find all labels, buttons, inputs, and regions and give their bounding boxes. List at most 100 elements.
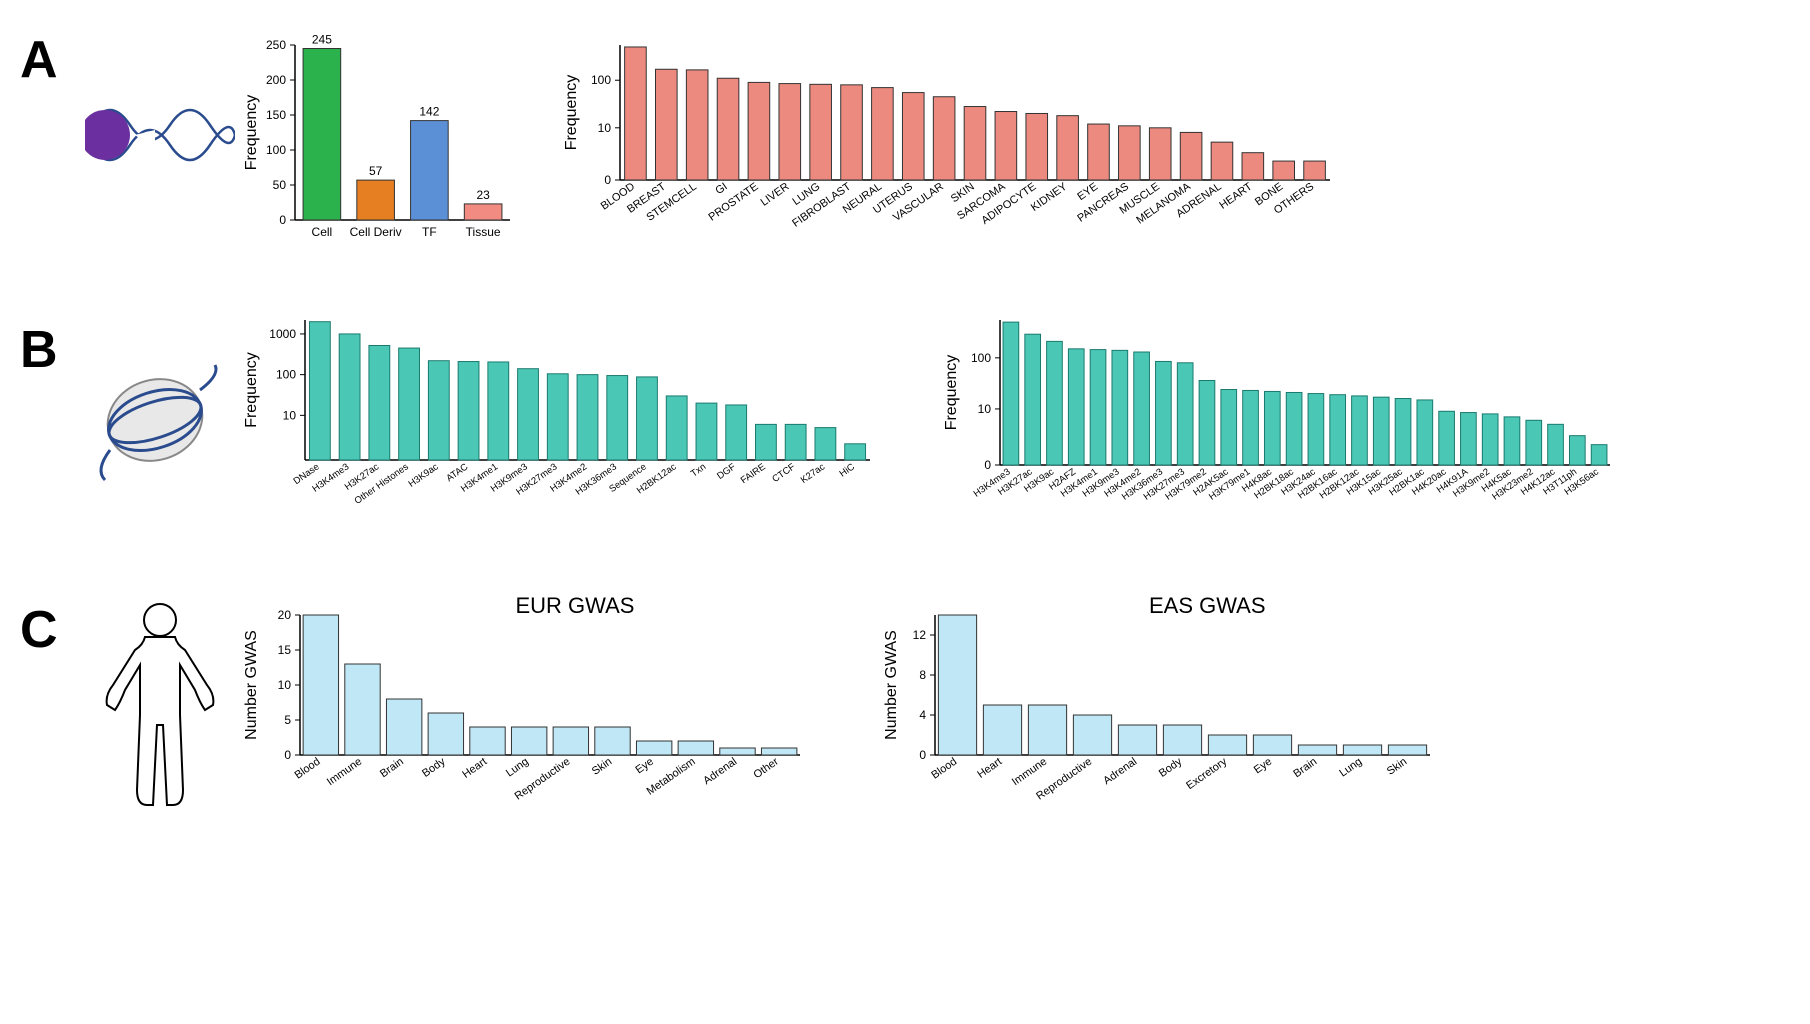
svg-text:Number GWAS: Number GWAS — [883, 630, 900, 740]
svg-text:4: 4 — [919, 708, 926, 722]
panel-a: A 050100150200250Frequency245Cell57Cell … — [20, 20, 1790, 260]
bar-Body — [1163, 725, 1201, 755]
svg-text:Excretory: Excretory — [1184, 755, 1229, 792]
svg-text:100: 100 — [276, 368, 296, 382]
svg-text:Frequency: Frequency — [243, 95, 260, 171]
svg-text:CTCF: CTCF — [770, 461, 797, 485]
svg-text:0: 0 — [279, 213, 286, 227]
panel-a-label: A — [20, 30, 80, 90]
svg-text:50: 50 — [273, 178, 287, 192]
bar-Txn — [696, 403, 717, 460]
bar-H3K36me3 — [1156, 361, 1172, 465]
svg-text:245: 245 — [312, 33, 332, 47]
svg-text:HEART: HEART — [1217, 180, 1254, 211]
svg-text:15: 15 — [278, 643, 292, 657]
svg-text:12: 12 — [913, 628, 927, 642]
bar-H3K4me3 — [339, 334, 360, 460]
svg-text:LIVER: LIVER — [759, 181, 792, 209]
human-body-icon — [80, 595, 240, 815]
panel-b-chart2: 010100FrequencyH3K4me3H3K27acH3K9acH2AFZ… — [940, 310, 1620, 540]
bar-Heart — [983, 705, 1021, 755]
bar-CTCF — [785, 424, 806, 460]
svg-text:200: 200 — [266, 73, 286, 87]
bar-H3K4me1 — [1090, 350, 1106, 465]
bar-Immune — [1028, 705, 1066, 755]
svg-text:Body: Body — [1157, 755, 1185, 779]
svg-text:Txn: Txn — [689, 461, 708, 479]
svg-text:Blood: Blood — [929, 756, 959, 782]
bar-H3K25ac — [1395, 399, 1411, 465]
svg-text:0: 0 — [284, 748, 291, 762]
bar-H2AK5ac — [1221, 390, 1237, 465]
bar-STEMCELL — [686, 70, 708, 180]
bar-Eye — [1253, 735, 1291, 755]
panel-a-chart2: 010100FrequencyBLOODBREASTSTEMCELLGIPROS… — [560, 30, 1340, 250]
bar-Heart — [470, 727, 505, 755]
svg-text:0: 0 — [984, 458, 991, 472]
bar-ATAC — [458, 362, 479, 460]
svg-text:Tissue: Tissue — [466, 225, 501, 239]
bar-Excretory — [1208, 735, 1246, 755]
bar-PANCREAS — [1119, 126, 1141, 180]
svg-text:10: 10 — [283, 408, 297, 422]
svg-text:Frequency: Frequency — [243, 352, 260, 428]
panel-a-chart1: 050100150200250Frequency245Cell57Cell De… — [240, 20, 520, 260]
svg-text:20: 20 — [278, 608, 292, 622]
bar-HEART — [1242, 153, 1264, 180]
bar-MUSCLE — [1149, 128, 1171, 180]
svg-text:Skin: Skin — [590, 756, 614, 778]
bar-K27ac — [815, 428, 836, 460]
svg-text:GI: GI — [713, 181, 729, 197]
bar-Body — [428, 713, 463, 755]
svg-text:Immune: Immune — [1010, 756, 1049, 789]
bar-LIVER — [779, 84, 801, 180]
svg-text:Brain: Brain — [378, 756, 406, 781]
svg-text:23: 23 — [476, 188, 490, 202]
svg-text:100: 100 — [266, 143, 286, 157]
bar-H3K4me1 — [488, 362, 509, 460]
bar-SKIN — [964, 107, 986, 180]
bar-H3K24ac — [1308, 394, 1324, 465]
svg-text:8: 8 — [919, 668, 926, 682]
histone-icon — [80, 360, 240, 490]
bar-Blood — [303, 615, 338, 755]
panel-b: B 101001000FrequencyDNaseH3K4me3H3K27acO… — [20, 310, 1790, 540]
bar-DNase — [309, 322, 330, 460]
bar-FAIRE — [756, 424, 777, 460]
bar-ADRENAL — [1211, 142, 1233, 180]
bar-H2BK1ac — [1417, 400, 1433, 465]
svg-text:Adrenal: Adrenal — [1101, 756, 1139, 788]
svg-text:Eye: Eye — [633, 756, 655, 777]
svg-text:Frequency: Frequency — [563, 75, 580, 151]
panel-b-label: B — [20, 320, 80, 380]
svg-text:0: 0 — [604, 173, 611, 187]
bar-BLOOD — [625, 47, 647, 180]
bar-VASCULAR — [933, 97, 955, 180]
svg-text:57: 57 — [369, 164, 383, 178]
bar-H4K12ac — [1548, 424, 1564, 465]
svg-text:Frequency: Frequency — [943, 355, 960, 431]
panel-c-label: C — [20, 600, 80, 660]
panel-c-chart1: 05101520Number GWASEUR GWASBloodImmuneBr… — [240, 590, 810, 820]
svg-text:Eye: Eye — [1252, 756, 1274, 777]
svg-text:250: 250 — [266, 38, 286, 52]
bar-H2BK18ac — [1286, 392, 1302, 465]
bar-H3K15ac — [1373, 397, 1389, 465]
svg-text:Immune: Immune — [325, 756, 364, 789]
bar-H3K4me2 — [1134, 352, 1150, 465]
bar-H2BK12ac — [666, 396, 687, 460]
bar-H3T11ph — [1569, 436, 1585, 465]
svg-text:H3K9ac: H3K9ac — [407, 461, 441, 490]
svg-text:10: 10 — [278, 678, 292, 692]
panel-c: C 05101520Number GWASEUR GWASBloodImmune… — [20, 590, 1790, 820]
bar-BREAST — [656, 69, 678, 180]
bar-LUNG — [810, 84, 832, 180]
svg-text:Adrenal: Adrenal — [701, 756, 739, 788]
bar-NEURAL — [872, 88, 894, 180]
svg-text:5: 5 — [284, 713, 291, 727]
svg-text:KIDNEY: KIDNEY — [1029, 180, 1070, 214]
svg-text:0: 0 — [919, 748, 926, 762]
svg-text:Heart: Heart — [975, 756, 1004, 781]
svg-text:Skin: Skin — [1385, 756, 1409, 778]
bar-H3K23me2 — [1526, 420, 1542, 465]
